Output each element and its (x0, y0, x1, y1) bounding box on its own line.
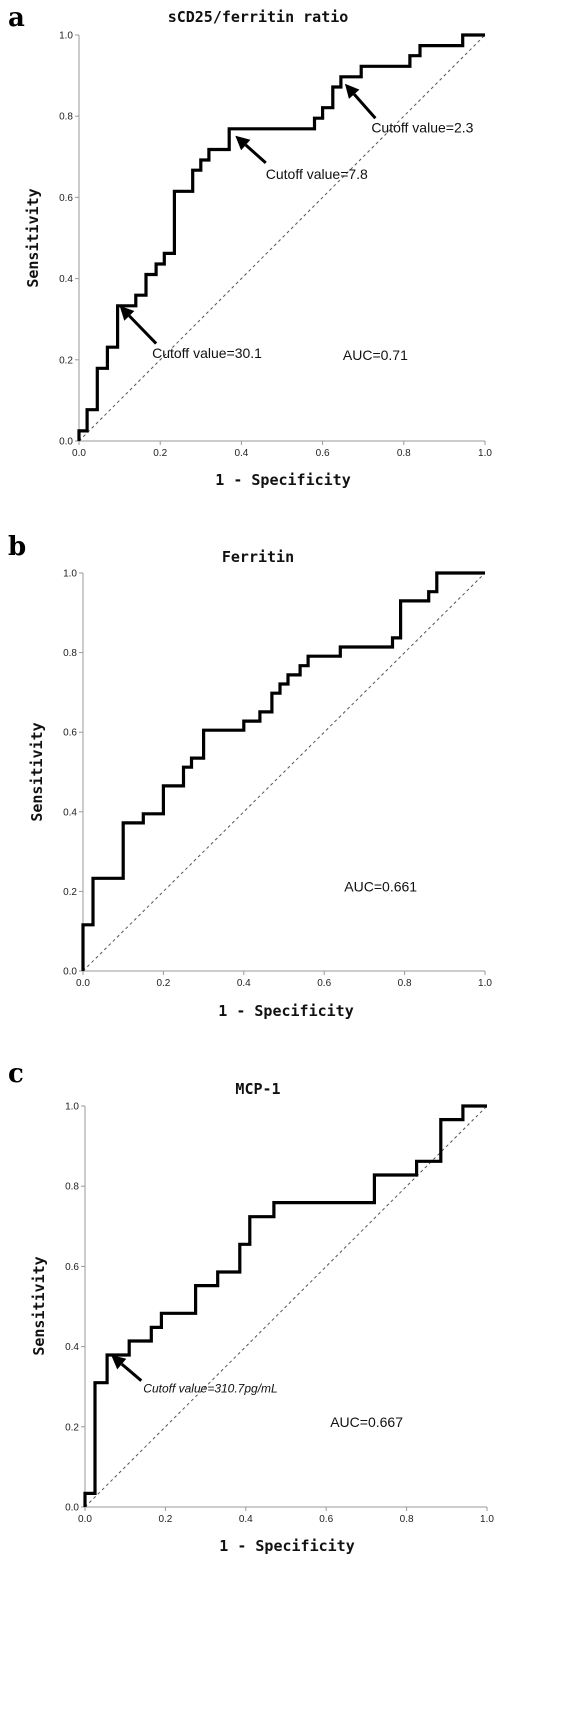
x-tick-label: 0.4 (239, 1514, 253, 1525)
reference-diagonal (84, 1105, 488, 1508)
x-tick-label: 1.0 (480, 1514, 494, 1525)
cutoff-annotation: Cutoff value=2.3 (344, 83, 474, 135)
x-tick-label: 0.6 (317, 978, 331, 989)
y-tick-label: 1.0 (65, 1102, 79, 1113)
x-tick-label: 1.0 (478, 448, 492, 459)
cutoff-arrow-head (111, 1355, 127, 1370)
y-tick-label: 0.4 (63, 807, 77, 818)
panel-letter: a (8, 3, 25, 33)
x-tick-label: 0.6 (316, 448, 330, 459)
cutoff-label: Cutoff value=2.3 (371, 119, 473, 135)
y-tick-label: 0.6 (63, 728, 77, 739)
auc-label: AUC=0.667 (330, 1414, 403, 1430)
cutoff-arrow-shaft (353, 93, 377, 120)
chart-title: sCD25/ferritin ratio (168, 8, 349, 26)
chart-title: MCP-1 (235, 1080, 280, 1098)
y-tick-label: 0.8 (65, 1182, 79, 1193)
cutoff-annotation: Cutoff value=30.1 (119, 305, 262, 361)
x-tick-label: 0.8 (398, 978, 412, 989)
y-tick-label: 1.0 (59, 31, 73, 42)
roc-panel-a: a sCD25/ferritin ratio 0.0 0.2 0.4 0.6 0.8 1.0 0… (8, 3, 492, 489)
y-axis-label: Sensitivity (24, 188, 42, 287)
y-tick-label: 0.2 (65, 1422, 79, 1433)
y-tick-label: 0.0 (65, 1503, 79, 1514)
roc-curve (77, 33, 485, 441)
x-axis-label: 1 - Specificity (218, 1002, 353, 1020)
y-tick-label: 0.0 (63, 967, 77, 978)
y-tick-label: 0.2 (59, 355, 73, 366)
chart-title: Ferritin (222, 548, 294, 566)
x-tick-label: 0.4 (237, 978, 251, 989)
roc-curve (81, 571, 485, 971)
x-tick-label: 0.0 (76, 978, 90, 989)
y-tick-label: 0.4 (59, 274, 73, 285)
x-tick-label: 0.6 (319, 1514, 333, 1525)
y-axis-label: Sensitivity (28, 722, 46, 821)
y-tick-label: 0.0 (59, 437, 73, 448)
cutoff-arrow-shaft (244, 143, 267, 165)
auc-label: AUC=0.71 (343, 347, 408, 363)
x-tick-label: 1.0 (478, 978, 492, 989)
roc-curve (83, 1104, 487, 1507)
y-tick-label: 1.0 (63, 569, 77, 580)
x-tick-label: 0.0 (72, 448, 86, 459)
x-tick-label: 0.2 (153, 448, 167, 459)
panel-letter: b (8, 532, 26, 562)
x-tick-label: 0.2 (158, 1514, 172, 1525)
y-tick-label: 0.2 (63, 887, 77, 898)
reference-diagonal (78, 34, 486, 442)
x-tick-label: 0.0 (78, 1514, 92, 1525)
cutoff-annotation: Cutoff value=7.8 (235, 135, 368, 182)
x-tick-label: 0.4 (234, 448, 248, 459)
cutoff-arrow-shaft (120, 1362, 143, 1382)
cutoff-label: Cutoff value=30.1 (152, 345, 262, 361)
y-tick-label: 0.8 (59, 112, 73, 123)
cutoff-arrow-head (235, 135, 251, 151)
cutoff-arrow-head (119, 305, 135, 321)
cutoff-label: Cutoff value=310.7pg/mL (143, 1382, 277, 1396)
auc-label: AUC=0.661 (344, 878, 417, 894)
x-tick-label: 0.8 (397, 448, 411, 459)
y-tick-label: 0.6 (65, 1262, 79, 1273)
x-axis-label: 1 - Specificity (215, 471, 350, 489)
cutoff-arrow-shaft (128, 314, 158, 345)
reference-diagonal (82, 572, 486, 972)
x-axis-label: 1 - Specificity (219, 1537, 354, 1555)
panel-letter: c (8, 1059, 24, 1089)
x-tick-label: 0.8 (400, 1514, 414, 1525)
x-tick-label: 0.2 (156, 978, 170, 989)
cutoff-annotation: Cutoff value=310.7pg/mL (111, 1355, 278, 1396)
y-tick-label: 0.4 (65, 1342, 79, 1353)
y-axis-label: Sensitivity (30, 1256, 48, 1355)
roc-panel-b: b Ferritin 0.0 0.2 0.4 0.6 0.8 1.0 0.0 0.2 0.4 0.6 0… (8, 532, 492, 1020)
y-tick-label: 0.6 (59, 193, 73, 204)
y-tick-label: 0.8 (63, 648, 77, 659)
cutoff-label: Cutoff value=7.8 (266, 166, 368, 182)
roc-panel-c: c MCP-1 0.0 0.2 0.4 0.6 0.8 1.0 0.0 0.2 0.4 0.6 0.8 1… (8, 1059, 494, 1555)
cutoff-arrow-head (344, 83, 360, 99)
